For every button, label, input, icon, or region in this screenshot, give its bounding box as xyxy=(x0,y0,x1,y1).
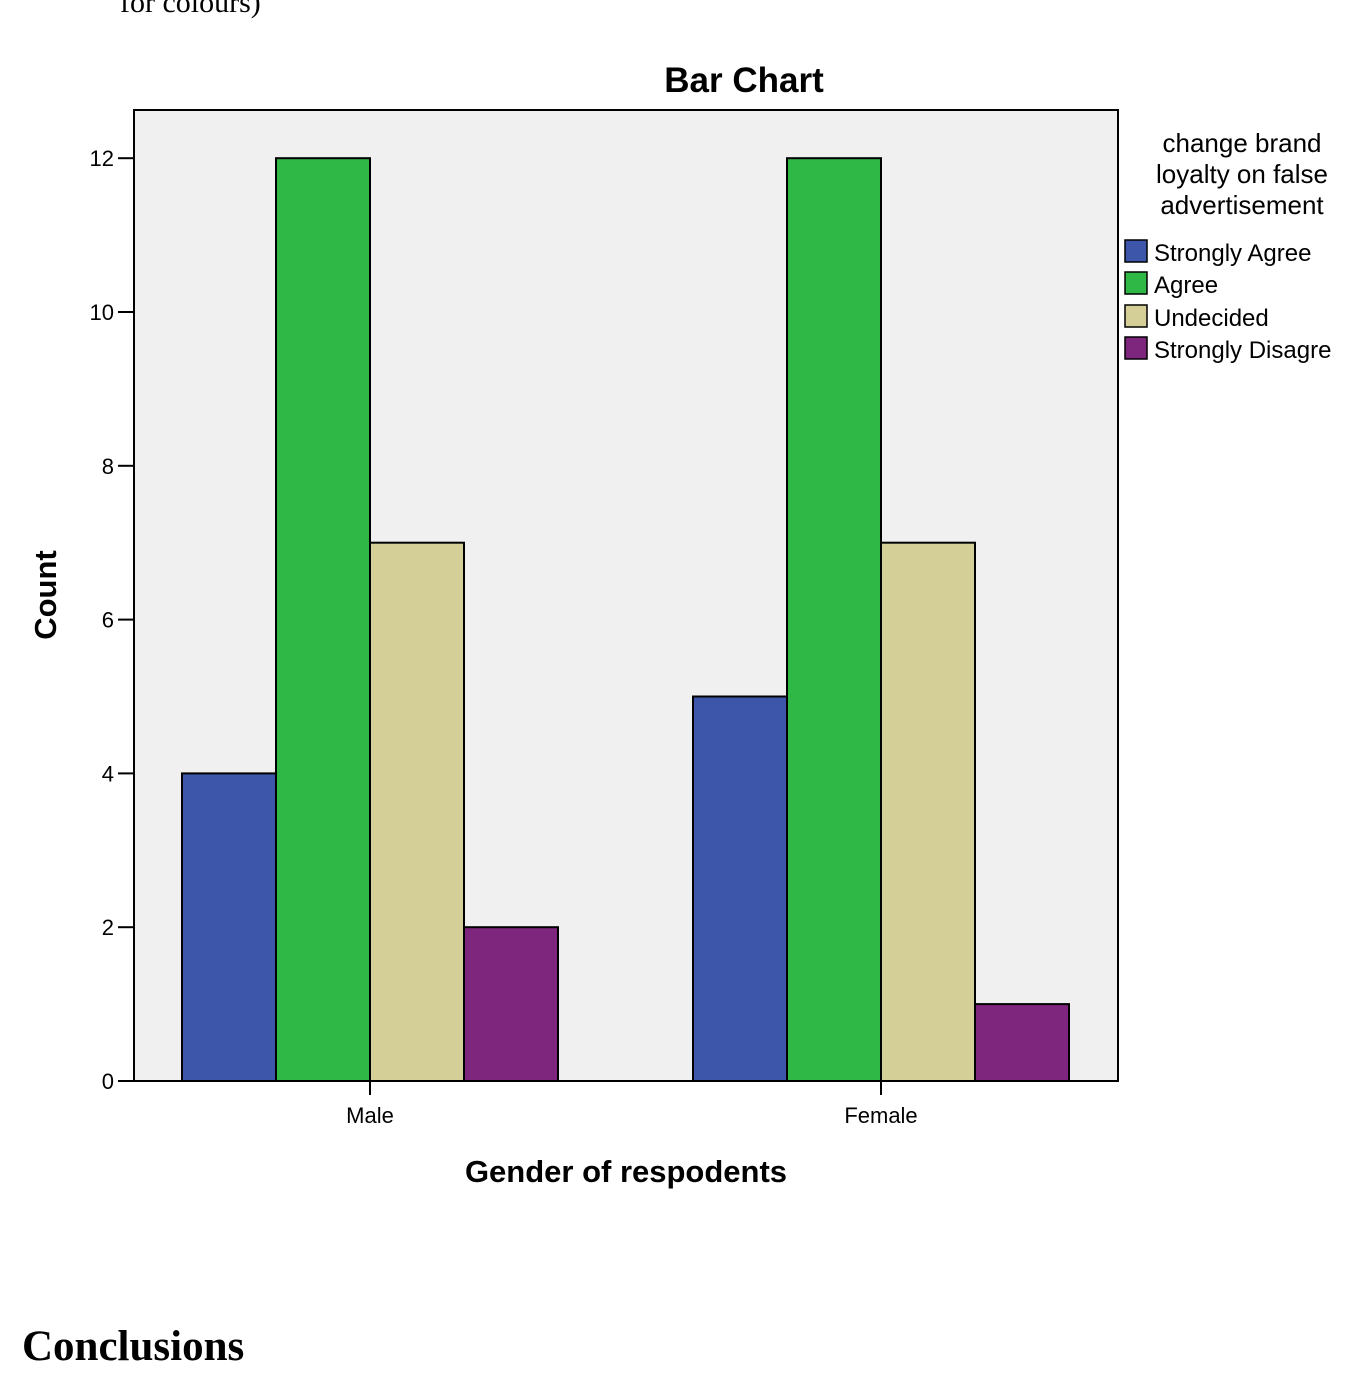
legend-title-line: advertisement xyxy=(1160,190,1324,220)
legend-item-label: Undecided xyxy=(1154,305,1269,332)
bar-female-undecided xyxy=(880,541,976,1082)
y-tick-label: 4 xyxy=(102,761,114,786)
bar-male-undecided xyxy=(369,541,465,1082)
document-fragment-text: for colours) xyxy=(120,0,261,19)
legend-item-label: Strongly Agree xyxy=(1154,240,1311,267)
bar-chart: Bar Chart 0 2 4 6 8 10 12 Male Female Count Gen… xyxy=(28,61,1331,1189)
y-tick-label: 0 xyxy=(102,1069,114,1094)
section-heading-conclusions: Conclusions xyxy=(22,1323,245,1370)
bar-female-strongly-disagre xyxy=(974,1003,1070,1082)
legend-item-label: Agree xyxy=(1154,272,1218,299)
y-tick-label: 12 xyxy=(90,146,114,171)
y-tick-label: 2 xyxy=(102,915,114,940)
x-axis: Male Female xyxy=(346,1081,918,1128)
legend-swatch xyxy=(1124,304,1148,328)
x-tick-label: Male xyxy=(346,1103,394,1128)
bar-male-strongly-agree xyxy=(181,772,277,1083)
legend-title-line: change brand xyxy=(1162,128,1321,158)
legend-title-line: loyalty on false xyxy=(1156,159,1328,189)
legend-items: Strongly Agree Agree Undecided Strongly Dis… xyxy=(1124,239,1331,364)
y-axis: 0 2 4 6 8 10 12 xyxy=(90,146,134,1094)
y-tick-label: 10 xyxy=(90,300,114,325)
y-tick-label: 8 xyxy=(102,454,114,479)
chart-title: Bar Chart xyxy=(664,61,824,100)
y-axis-label: Count xyxy=(28,550,63,640)
bars-group xyxy=(181,157,1070,1083)
bar-female-strongly-agree xyxy=(692,695,788,1082)
x-axis-label: Gender of respodents xyxy=(465,1154,787,1189)
bar-male-agree xyxy=(275,157,371,1082)
y-tick-label: 6 xyxy=(102,608,114,633)
legend-item-label: Strongly Disagre xyxy=(1154,337,1331,364)
x-tick-label: Female xyxy=(844,1103,917,1128)
legend-swatch xyxy=(1124,336,1148,360)
legend-swatch xyxy=(1124,239,1148,263)
bar-female-agree xyxy=(786,157,882,1082)
bar-male-strongly-disagre xyxy=(463,926,559,1083)
legend-swatch xyxy=(1124,271,1148,295)
